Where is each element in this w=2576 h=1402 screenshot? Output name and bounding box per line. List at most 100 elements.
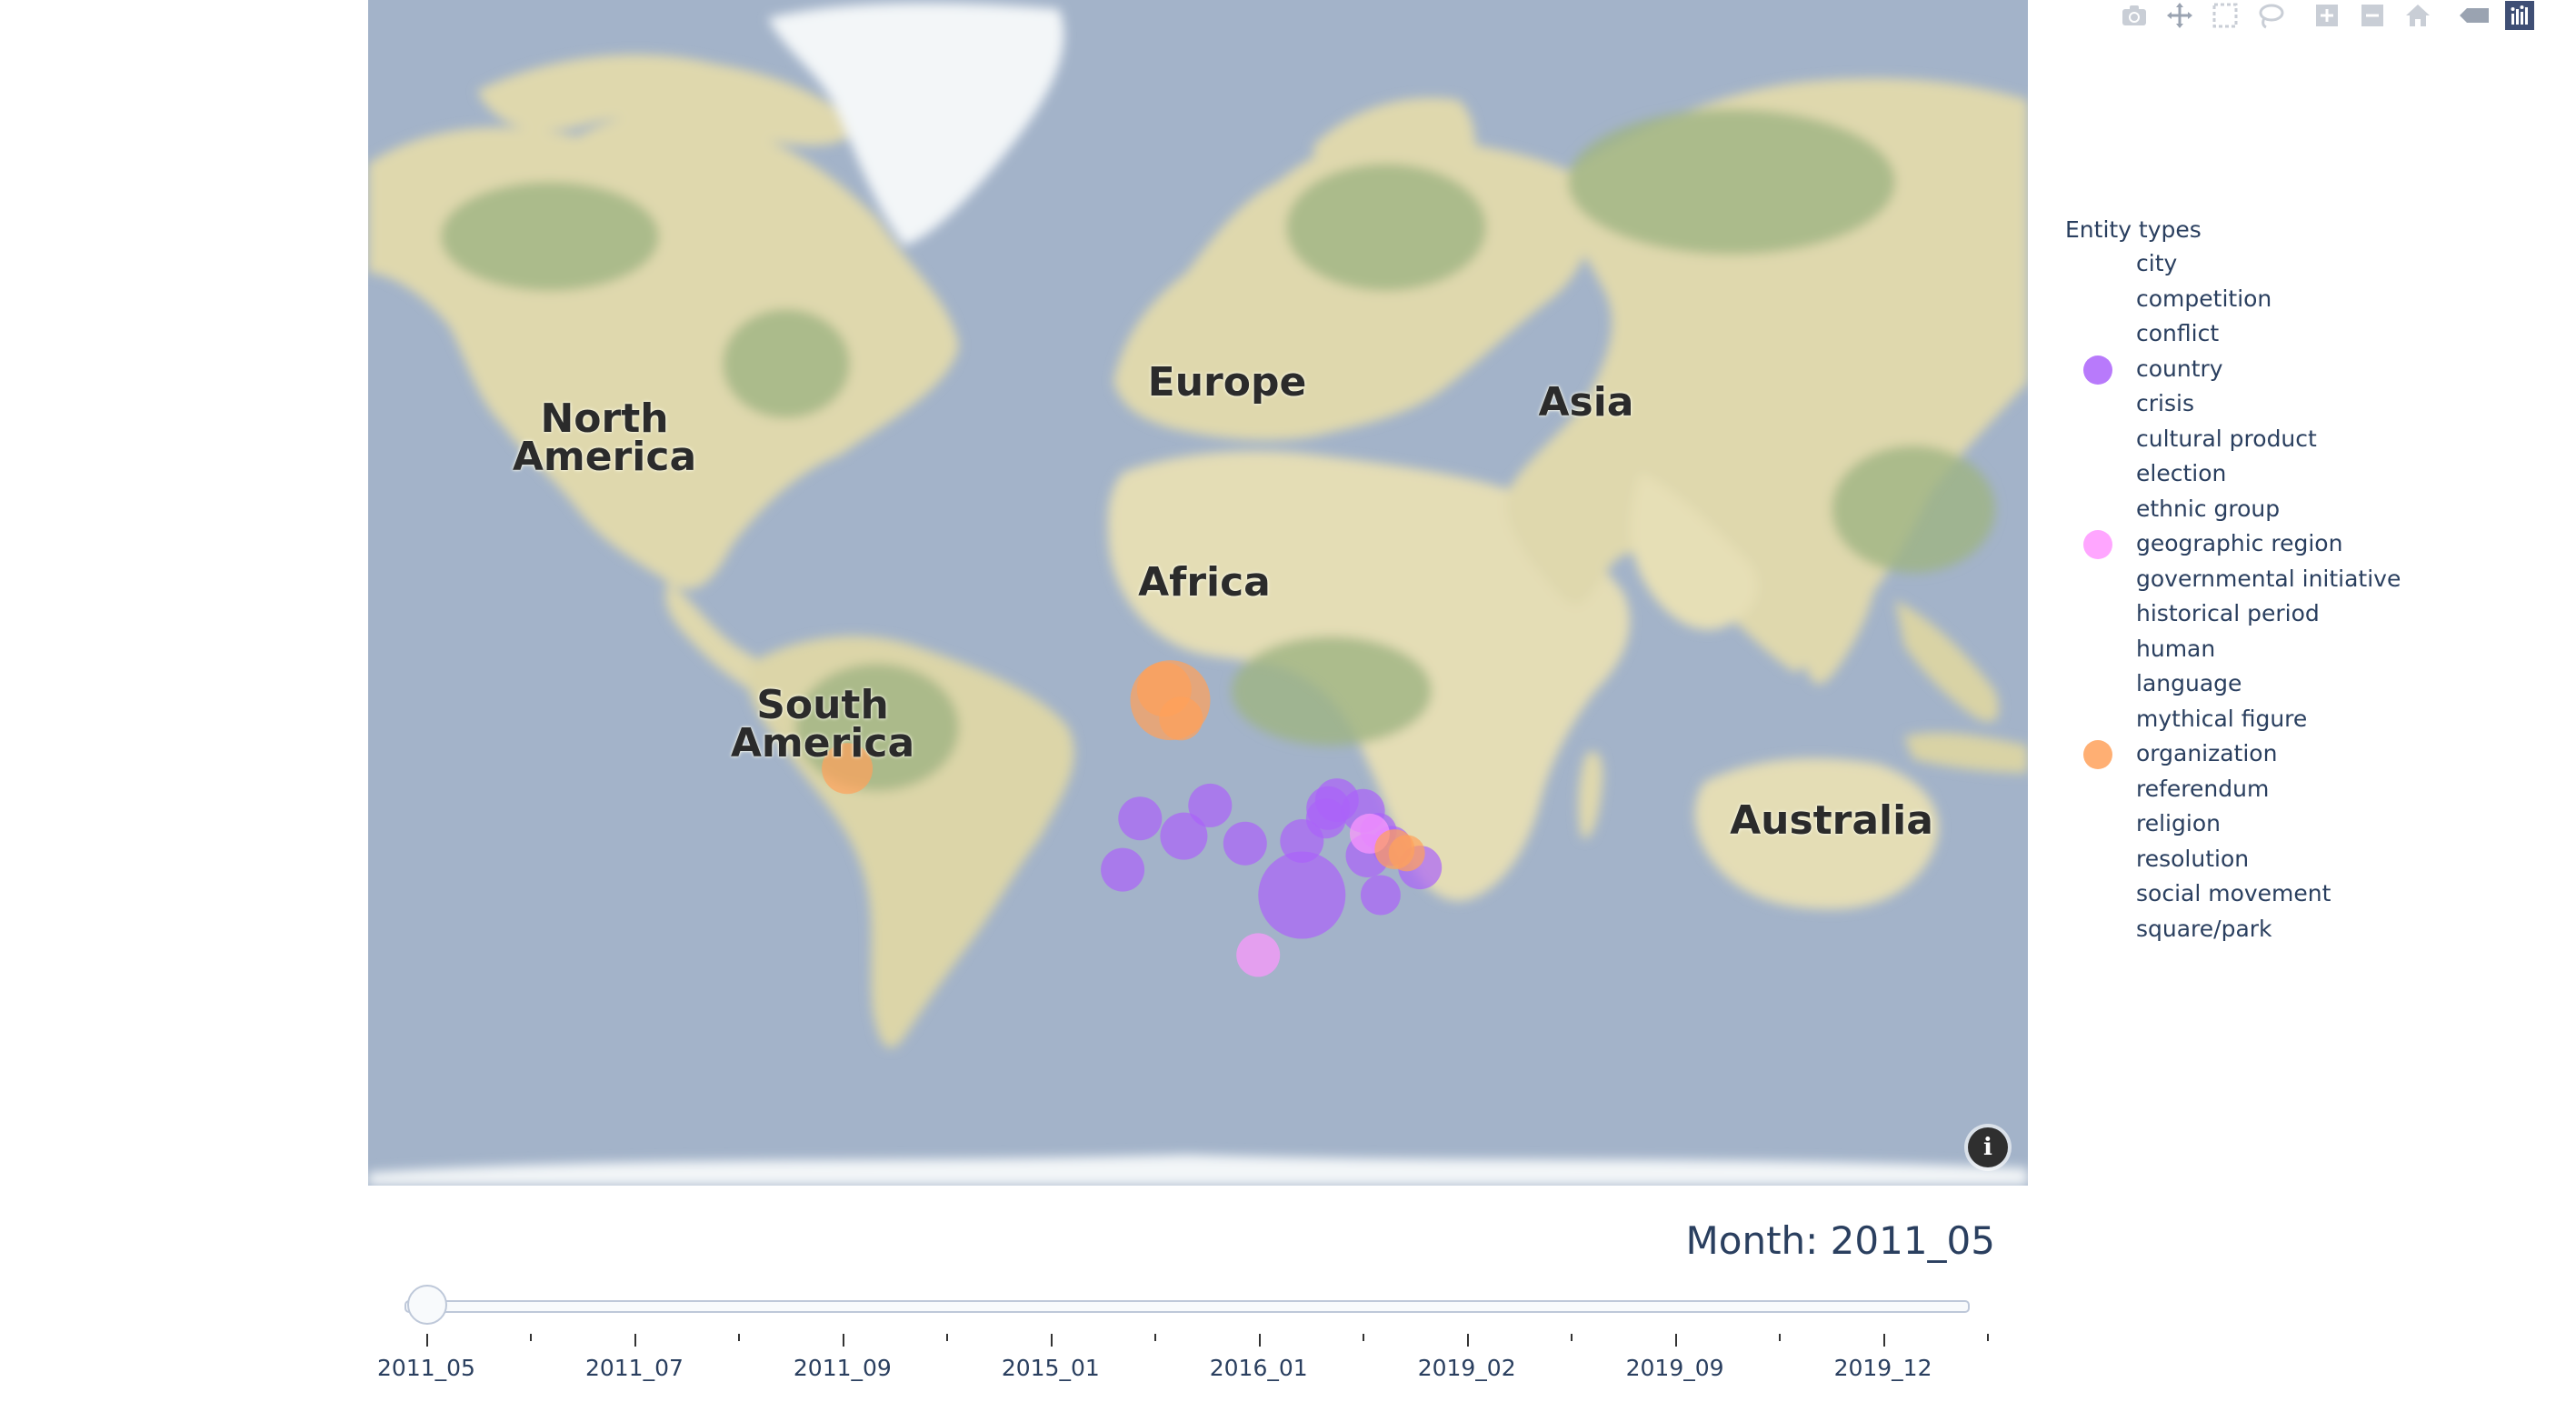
legend-item-label: language [2136,670,2242,696]
slider-tick-label[interactable]: 2019_02 [1417,1355,1516,1381]
map-marker-country[interactable] [1101,847,1145,892]
label-africa: Africa [1138,559,1271,606]
map-marker-country[interactable] [1160,812,1208,860]
slider-tick-label[interactable]: 2015_01 [1001,1355,1100,1381]
slider-major-tick [1466,1334,1469,1347]
map-marker-country[interactable] [1360,875,1401,916]
slider-minor-tick [738,1334,741,1341]
legend-item-referendum[interactable]: referendum [2065,772,2401,807]
map-marker-country[interactable] [1305,798,1346,839]
map-marker-geographic-region[interactable] [1236,933,1281,977]
slider-current-value: Month: 2011_05 [1685,1218,1995,1263]
legend-item-label: organization [2136,740,2278,766]
legend-item-label: historical period [2136,600,2320,626]
map-marker-country[interactable] [1118,796,1163,841]
legend-item-label: conflict [2136,320,2220,346]
land-layer [368,3,2028,1186]
legend-item-square-park[interactable]: square/park [2065,912,2401,947]
legend-item-language[interactable]: language [2065,666,2401,702]
legend-item-label: resolution [2136,845,2250,872]
legend-item-label: mythical figure [2136,705,2308,732]
slider-major-tick [842,1334,844,1347]
camera-icon[interactable] [2118,0,2151,31]
markers-layer [822,660,1443,977]
slider-minor-tick [1987,1334,1989,1341]
legend-item-label: cultural product [2136,425,2317,452]
indonesia [1904,732,2028,773]
slider-minor-tick [1363,1334,1365,1341]
legend-item-label: religion [2136,810,2221,836]
legend-item-election[interactable]: election [2065,456,2401,492]
label-europe: Europe [1147,359,1307,406]
map-marker-country[interactable] [1223,821,1267,866]
legend-item-label: square/park [2136,915,2272,942]
slider-major-tick [1882,1334,1885,1347]
legend-item-label: geographic region [2136,530,2343,556]
legend-item-label: social movement [2136,880,2331,906]
legend-item-label: ethnic group [2136,495,2281,522]
legend-item-historical-period[interactable]: historical period [2065,596,2401,632]
zoom-in-icon[interactable] [2311,0,2343,31]
legend-item-ethnic-group[interactable]: ethnic group [2065,492,2401,527]
antarctica-edge [368,1155,2028,1186]
zoom-out-icon[interactable] [2356,0,2389,31]
map-marker-organization[interactable] [1159,696,1203,741]
pan-icon[interactable] [2163,0,2196,31]
legend-item-resolution[interactable]: resolution [2065,842,2401,877]
legend-item-city[interactable]: city [2065,246,2401,282]
box-select-icon[interactable] [2209,0,2242,31]
legend-item-governmental-initiative[interactable]: governmental initiative [2065,562,2401,597]
legend-item-conflict[interactable]: conflict [2065,316,2401,352]
slider-minor-tick [1779,1334,1782,1341]
slider-major-tick [426,1334,428,1347]
map-marker-organization[interactable] [1388,835,1425,872]
slider-major-tick [1050,1334,1053,1347]
legend-item-label: governmental initiative [2136,565,2401,592]
slider-major-tick [1258,1334,1261,1347]
legend-item-competition[interactable]: competition [2065,282,2401,317]
modebar [2118,0,2536,31]
slider-tick-label[interactable]: 2016_01 [1209,1355,1308,1381]
slider-tick-label[interactable]: 2019_09 [1625,1355,1724,1381]
slider-tick-label[interactable]: 2011_05 [377,1355,475,1381]
reset-home-icon[interactable] [2401,0,2434,31]
legend-item-religion[interactable]: religion [2065,806,2401,842]
australia-landmass [1694,758,1939,909]
madagascar [1578,751,1603,838]
legend: Entity types city competition conflict coun… [2065,216,2401,946]
southeast-asia [1895,600,1999,722]
legend-item-label: election [2136,460,2227,486]
slider-major-tick [634,1334,636,1347]
slider-tick-label[interactable]: 2019_12 [1833,1355,1932,1381]
legend-item-label: country [2136,355,2223,382]
map-marker-organization[interactable] [822,743,874,795]
slider-rail[interactable] [404,1300,1970,1313]
map-marker-country[interactable] [1258,851,1346,939]
legend-item-geographic-region[interactable]: geographic region [2065,526,2401,562]
basemap[interactable] [368,0,2028,1186]
legend-swatch [2083,530,2112,559]
label-north-america: North America [512,396,697,480]
slider-tick-label[interactable]: 2011_07 [584,1355,684,1381]
slider-handle[interactable] [407,1285,447,1325]
legend-item-organization[interactable]: organization [2065,736,2401,772]
info-icon[interactable]: i [1968,1127,2008,1167]
legend-item-country[interactable]: country [2065,352,2401,387]
legend-items: city competition conflict country crisis cult… [2065,246,2401,946]
legend-item-human[interactable]: human [2065,632,2401,667]
legend-item-mythical-figure[interactable]: mythical figure [2065,702,2401,737]
label-south-america: South America [730,682,915,766]
india [1764,509,1877,685]
map-view[interactable]: North America South America Europe Afric… [368,0,2028,1186]
hover-toggle-icon[interactable] [2458,0,2491,31]
plotly-logo-icon[interactable] [2503,0,2536,31]
lasso-icon[interactable] [2254,0,2287,31]
legend-item-cultural-product[interactable]: cultural product [2065,422,2401,457]
legend-item-label: city [2136,250,2178,276]
arabian-peninsula [1631,473,1758,630]
legend-item-social-movement[interactable]: social movement [2065,876,2401,912]
label-australia: Australia [1730,797,1933,844]
slider-tick-label[interactable]: 2011_09 [793,1355,892,1381]
legend-item-crisis[interactable]: crisis [2065,386,2401,422]
map-marker-country[interactable] [1188,783,1233,827]
